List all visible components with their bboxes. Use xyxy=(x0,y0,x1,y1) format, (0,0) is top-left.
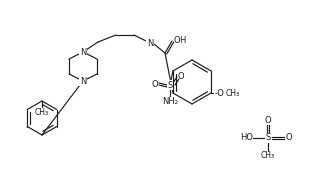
Text: -O: -O xyxy=(215,88,225,97)
Text: O: O xyxy=(286,134,292,142)
Text: H: H xyxy=(179,36,185,45)
Text: O: O xyxy=(265,116,271,125)
Text: O: O xyxy=(178,71,184,80)
Text: N: N xyxy=(80,47,86,56)
Text: S: S xyxy=(266,134,271,142)
Text: O: O xyxy=(174,36,180,45)
Text: N: N xyxy=(80,76,86,85)
Text: O: O xyxy=(152,79,158,88)
Text: HO: HO xyxy=(240,134,253,142)
Text: CH₃: CH₃ xyxy=(226,88,240,97)
Text: S: S xyxy=(167,80,173,90)
Text: N: N xyxy=(147,39,153,47)
Text: NH₂: NH₂ xyxy=(162,96,178,105)
Text: CH₃: CH₃ xyxy=(35,108,49,117)
Text: CH₃: CH₃ xyxy=(261,151,275,160)
